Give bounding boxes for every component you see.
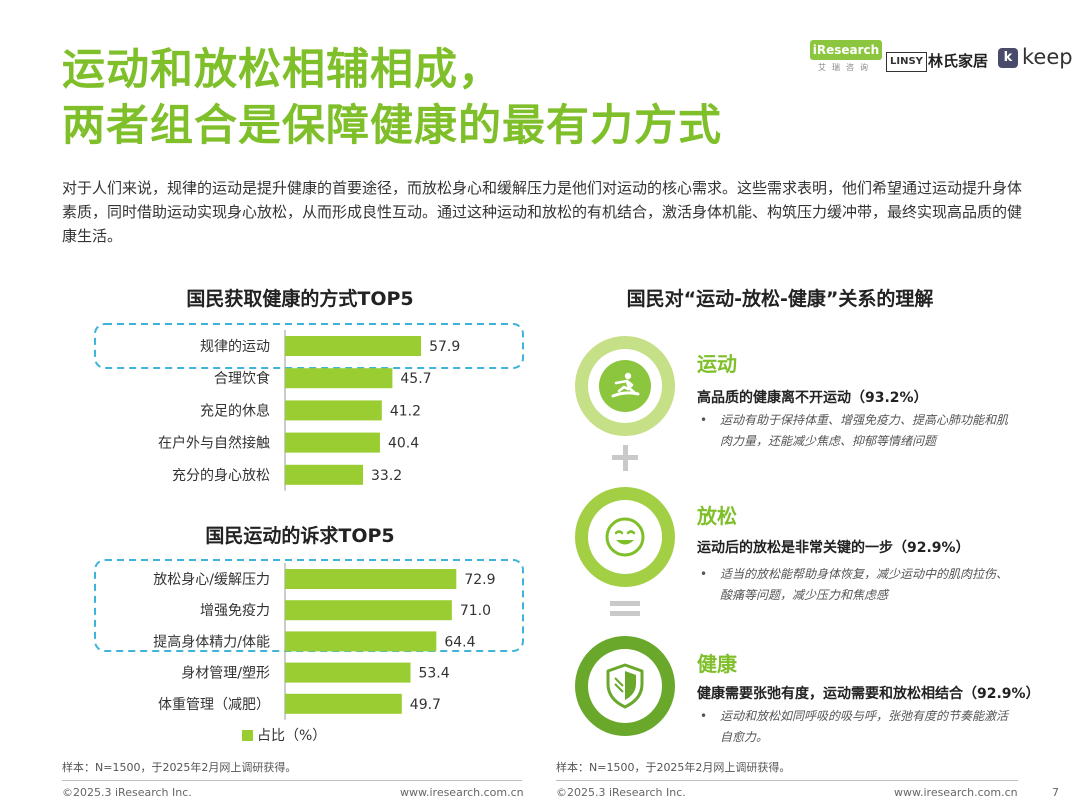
iresearch-logo: iResearch 艾瑞咨询 bbox=[810, 40, 882, 76]
equals-sign-bottom bbox=[610, 611, 640, 616]
chart1-category-label-5: 充分的身心放松 bbox=[172, 468, 270, 484]
sport-subtitle: 高品质的健康离不开运动（93.2%） bbox=[697, 390, 928, 406]
plus-sign-v bbox=[622, 445, 628, 471]
chart2-category-label-3: 提高身体精力/体能 bbox=[153, 633, 270, 650]
footer-url-left: www.iresearch.com.cn bbox=[400, 786, 524, 799]
linsy-logo: LINSY bbox=[886, 52, 927, 72]
sport-ring-inner bbox=[588, 349, 662, 423]
chart2-category-label-2: 增强免疫力 bbox=[200, 603, 270, 619]
footer-copyright-left: ©2025.3 iResearch Inc. bbox=[62, 786, 192, 799]
sport-bullet: • 运动有助于保持体重、增强免疫力、提高心肺功能和肌肉力量，还能减少焦虑、抑郁等情… bbox=[700, 413, 1009, 448]
brand-logos: iResearch 艾瑞咨询 LINSY 林氏家居 k keep bbox=[800, 40, 1075, 80]
sample-note-left: 样本：N=1500，于2025年2月网上调研获得。 bbox=[62, 761, 297, 774]
linsy-cn-logo: 林氏家居 bbox=[928, 52, 989, 70]
chart2-title: 国民运动的诉求TOP5 bbox=[205, 525, 395, 547]
chart2-category-label-5: 体重管理（减肥） bbox=[158, 697, 270, 713]
footer-url-right: www.iresearch.com.cn bbox=[894, 786, 1018, 799]
sample-note-right: 样本：N=1500，于2025年2月网上调研获得。 bbox=[556, 761, 791, 774]
health-bullet: • 运动和放松如同呼吸的吸与呼，张弛有度的节奏能激活自愈力。 bbox=[700, 709, 1009, 744]
surfing-person-icon bbox=[599, 360, 651, 412]
relax-ring bbox=[575, 487, 675, 587]
relax-heading: 放松 bbox=[697, 504, 737, 528]
chart1-category-label-3: 充足的休息 bbox=[200, 402, 270, 419]
chart2-value-label-4: 53.4 bbox=[418, 666, 449, 682]
health-ring bbox=[575, 636, 675, 736]
chart2-value-label-5: 49.7 bbox=[410, 697, 441, 713]
chart1-value-label-1: 57.9 bbox=[429, 339, 460, 355]
chart1-category-label-2: 合理饮食 bbox=[214, 370, 270, 387]
sport-ring bbox=[575, 336, 675, 436]
health-ring-inner bbox=[588, 649, 662, 723]
chart2-bar-3 bbox=[285, 631, 437, 652]
health-subtitle: 健康需要张弛有度，运动需要和放松相结合（92.9%） bbox=[697, 686, 1040, 702]
chart2-bar-1 bbox=[285, 569, 457, 589]
chart1-value-label-5: 33.2 bbox=[371, 468, 402, 484]
chart2-value-label-2: 71.0 bbox=[460, 603, 491, 619]
chart1-bar-5 bbox=[285, 464, 364, 485]
chart2-value-label-3: 64.4 bbox=[444, 634, 475, 650]
sport-heading: 运动 bbox=[697, 352, 737, 376]
shield-icon bbox=[606, 663, 644, 709]
footer-divider-right bbox=[556, 780, 1018, 781]
chart1-category-label-4: 在户外与自然接触 bbox=[158, 435, 270, 452]
smiley-icon bbox=[605, 517, 645, 557]
page-title-line2: 两者组合是保障健康的最有力方式 bbox=[62, 101, 722, 151]
chart1-bar-4 bbox=[285, 432, 380, 453]
legend-label: 占比（%） bbox=[257, 728, 327, 744]
intro-paragraph: 对于人们来说，规律的运动是提升健康的首要途径，而放松身心和缓解压力是他们对运动的… bbox=[62, 179, 1023, 245]
relax-bullet: • 适当的放松能帮助身体恢复，减少运动中的肌肉拉伤、酸痛等问题，减少压力和焦虑感 bbox=[700, 567, 1009, 602]
chart2-bar-5 bbox=[285, 693, 402, 714]
chart1-title: 国民获取健康的方式TOP5 bbox=[186, 288, 414, 310]
relax-subtitle: 运动后的放松是非常关键的一步（92.9%） bbox=[697, 540, 970, 556]
chart2-bar-2 bbox=[285, 600, 452, 621]
chart1-bar-1 bbox=[285, 336, 422, 356]
right-section-title: 国民对“运动-放松-健康”关系的理解 bbox=[626, 288, 934, 310]
chart2-value-label-1: 72.9 bbox=[464, 572, 495, 588]
page-title: 运动和放松相辅相成， 两者组合是保障健康的最有力方式 bbox=[62, 42, 722, 154]
page-number: 7 bbox=[1052, 786, 1059, 799]
relax-ring-inner bbox=[588, 500, 662, 574]
chart2-category-label-1: 放松身心/缓解压力 bbox=[153, 572, 270, 588]
chart1-bar-3 bbox=[285, 400, 382, 421]
page-title-line1: 运动和放松相辅相成， bbox=[62, 45, 502, 95]
chart1-value-label-3: 41.2 bbox=[390, 403, 421, 419]
keep-logo: keep bbox=[1022, 45, 1073, 69]
equals-sign-top bbox=[610, 601, 640, 606]
footer-divider-left bbox=[62, 780, 522, 781]
highlight-box-1 bbox=[94, 323, 524, 369]
chart-legend: 占比（%） bbox=[242, 725, 326, 745]
chart1-category-label-1: 规律的运动 bbox=[200, 339, 270, 355]
chart1-value-label-4: 40.4 bbox=[388, 436, 419, 452]
chart1-value-label-2: 45.7 bbox=[400, 371, 431, 387]
bar-charts: 规律的运动 57.9 合理饮食 45.7 充足的休息 41.2 在户外与自然接触 40.4 充分… bbox=[94, 323, 524, 720]
keep-logo-mark: k bbox=[998, 48, 1018, 68]
chart2-category-label-4: 身材管理/塑形 bbox=[181, 666, 270, 682]
legend-swatch bbox=[242, 730, 253, 741]
chart2-bar-4 bbox=[285, 662, 411, 683]
chart1-bar-2 bbox=[285, 368, 393, 389]
footer-copyright-right: ©2025.3 iResearch Inc. bbox=[556, 786, 686, 799]
health-heading: 健康 bbox=[697, 652, 737, 676]
